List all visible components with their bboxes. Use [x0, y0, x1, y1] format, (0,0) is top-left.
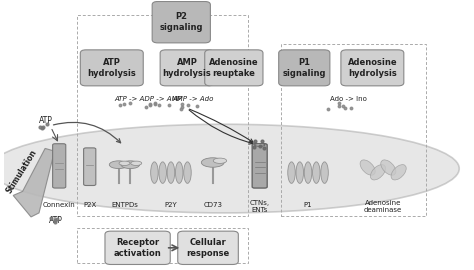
FancyBboxPatch shape	[83, 148, 96, 185]
Ellipse shape	[381, 160, 396, 175]
FancyArrowPatch shape	[54, 122, 120, 143]
Text: AMP -> Ado: AMP -> Ado	[172, 96, 213, 102]
Text: P2
signaling: P2 signaling	[160, 12, 203, 32]
Ellipse shape	[151, 162, 158, 183]
FancyBboxPatch shape	[53, 144, 66, 188]
Text: Ado -> Ino: Ado -> Ino	[330, 96, 367, 102]
FancyBboxPatch shape	[80, 50, 143, 86]
Ellipse shape	[255, 144, 265, 146]
Ellipse shape	[167, 162, 175, 183]
Bar	[77, 15, 248, 215]
Ellipse shape	[119, 161, 130, 166]
FancyBboxPatch shape	[105, 231, 170, 265]
FancyBboxPatch shape	[178, 231, 238, 265]
Bar	[281, 44, 426, 215]
Text: ENTPDs: ENTPDs	[111, 202, 138, 208]
Ellipse shape	[0, 124, 459, 213]
Ellipse shape	[371, 165, 385, 180]
Text: P2X: P2X	[83, 202, 96, 208]
Ellipse shape	[360, 160, 375, 175]
Text: ATP
hydrolysis: ATP hydrolysis	[87, 58, 136, 77]
FancyArrowPatch shape	[189, 110, 253, 144]
Text: CD73: CD73	[203, 202, 222, 208]
Ellipse shape	[131, 161, 142, 166]
Ellipse shape	[213, 158, 227, 163]
FancyBboxPatch shape	[341, 50, 404, 86]
Ellipse shape	[109, 161, 128, 168]
Text: Cellular
response: Cellular response	[186, 238, 230, 258]
Text: Receptor
activation: Receptor activation	[114, 238, 162, 258]
Bar	[77, 228, 248, 263]
Ellipse shape	[175, 162, 183, 183]
Text: ATP: ATP	[48, 217, 63, 225]
Polygon shape	[13, 148, 55, 217]
FancyBboxPatch shape	[279, 50, 330, 86]
Ellipse shape	[288, 162, 295, 183]
Text: Adenosine
hydrolysis: Adenosine hydrolysis	[347, 58, 397, 77]
Text: ATP: ATP	[39, 116, 53, 125]
Text: P1
signaling: P1 signaling	[283, 58, 326, 77]
FancyArrowPatch shape	[190, 109, 253, 142]
FancyBboxPatch shape	[205, 50, 263, 86]
Ellipse shape	[321, 162, 328, 183]
FancyBboxPatch shape	[152, 2, 210, 43]
Text: ATP -> ADP -> AMP: ATP -> ADP -> AMP	[114, 96, 182, 102]
Text: CTNs,
ENTs: CTNs, ENTs	[250, 200, 270, 213]
FancyBboxPatch shape	[160, 50, 214, 86]
Ellipse shape	[184, 162, 191, 183]
Text: Adenosine
reuptake: Adenosine reuptake	[209, 58, 259, 77]
Text: Adenosine
deaminase: Adenosine deaminase	[364, 200, 402, 213]
Text: AMP
hydrolysis: AMP hydrolysis	[163, 58, 211, 77]
Text: Connexin: Connexin	[43, 202, 75, 208]
FancyBboxPatch shape	[252, 144, 267, 188]
Text: Stimulation: Stimulation	[5, 148, 39, 195]
Ellipse shape	[201, 158, 224, 167]
Ellipse shape	[312, 162, 320, 183]
Ellipse shape	[121, 161, 140, 168]
Ellipse shape	[391, 165, 406, 180]
Ellipse shape	[296, 162, 303, 183]
Text: P1: P1	[304, 202, 312, 208]
Ellipse shape	[304, 162, 312, 183]
Ellipse shape	[159, 162, 166, 183]
Text: P2Y: P2Y	[164, 202, 177, 208]
